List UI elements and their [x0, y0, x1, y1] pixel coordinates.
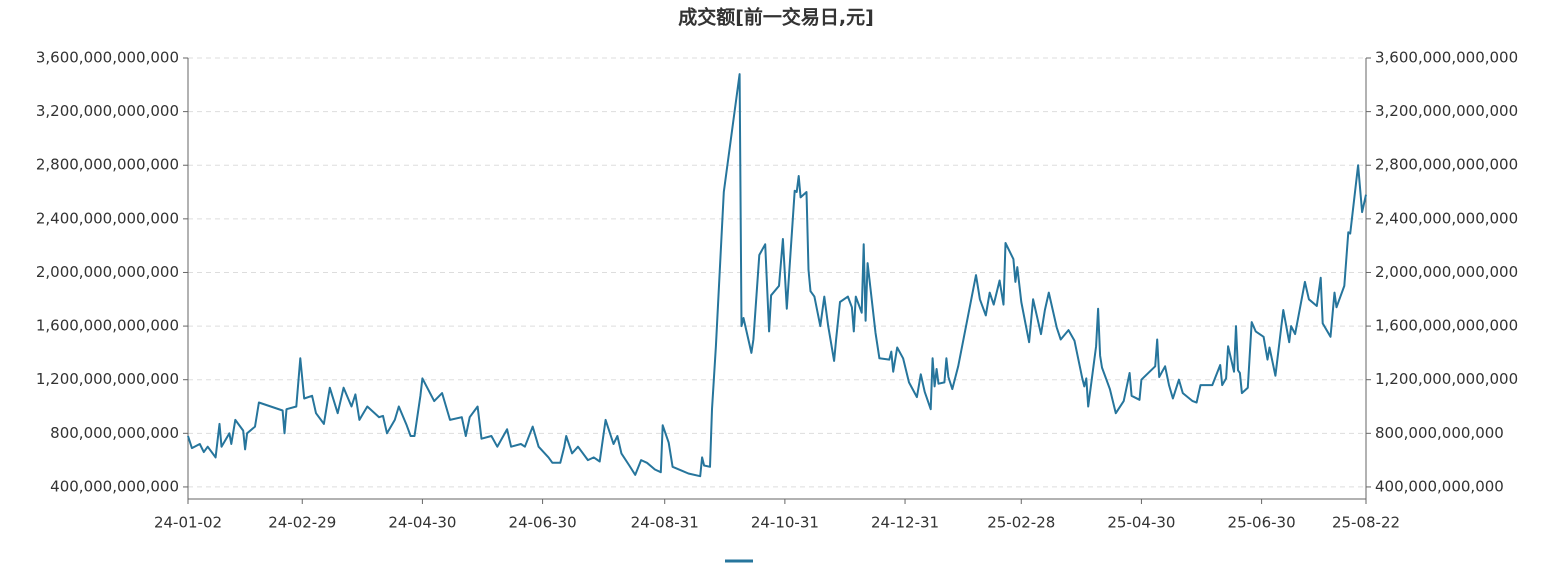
y-tick-label: 3,200,000,000,000 — [36, 102, 179, 120]
y2-tick-label: 3,200,000,000,000 — [1375, 102, 1518, 120]
y-tick-label: 1,600,000,000,000 — [36, 317, 179, 335]
y2-tick-label: 2,800,000,000,000 — [1375, 156, 1518, 174]
x-tick-label: 24-12-31 — [871, 514, 939, 532]
y-tick-label: 1,200,000,000,000 — [36, 370, 179, 388]
x-tick-label: 24-06-30 — [509, 514, 577, 532]
y-tick-label: 2,400,000,000,000 — [36, 209, 179, 227]
x-tick-label: 25-08-22 — [1332, 514, 1400, 532]
x-tick-label: 24-08-31 — [631, 514, 699, 532]
y-tick-label: 800,000,000,000 — [50, 424, 179, 442]
y-tick-label: 2,000,000,000,000 — [36, 263, 179, 281]
chart-title: 成交额[前一交易日,元] — [678, 6, 874, 29]
y2-tick-label: 2,400,000,000,000 — [1375, 209, 1518, 227]
y-tick-label: 3,600,000,000,000 — [36, 49, 179, 67]
y2-tick-label: 400,000,000,000 — [1375, 477, 1504, 495]
y2-tick-label: 1,200,000,000,000 — [1375, 370, 1518, 388]
x-tick-label: 24-01-02 — [154, 514, 222, 532]
x-tick-label: 24-04-30 — [388, 514, 456, 532]
line-series — [187, 73, 1367, 478]
y-tick-label: 2,800,000,000,000 — [36, 156, 179, 174]
y2-tick-label: 1,600,000,000,000 — [1375, 317, 1518, 335]
y2-tick-label: 800,000,000,000 — [1375, 424, 1504, 442]
x-tick-label: 25-02-28 — [987, 514, 1055, 532]
x-tick-label: 24-02-29 — [268, 514, 336, 532]
y-tick-label: 400,000,000,000 — [50, 477, 179, 495]
y2-tick-label: 3,600,000,000,000 — [1375, 49, 1518, 67]
x-tick-label: 24-10-31 — [751, 514, 819, 532]
x-tick-label: 25-04-30 — [1107, 514, 1175, 532]
y2-tick-label: 2,000,000,000,000 — [1375, 263, 1518, 281]
x-tick-label: 25-06-30 — [1228, 514, 1296, 532]
